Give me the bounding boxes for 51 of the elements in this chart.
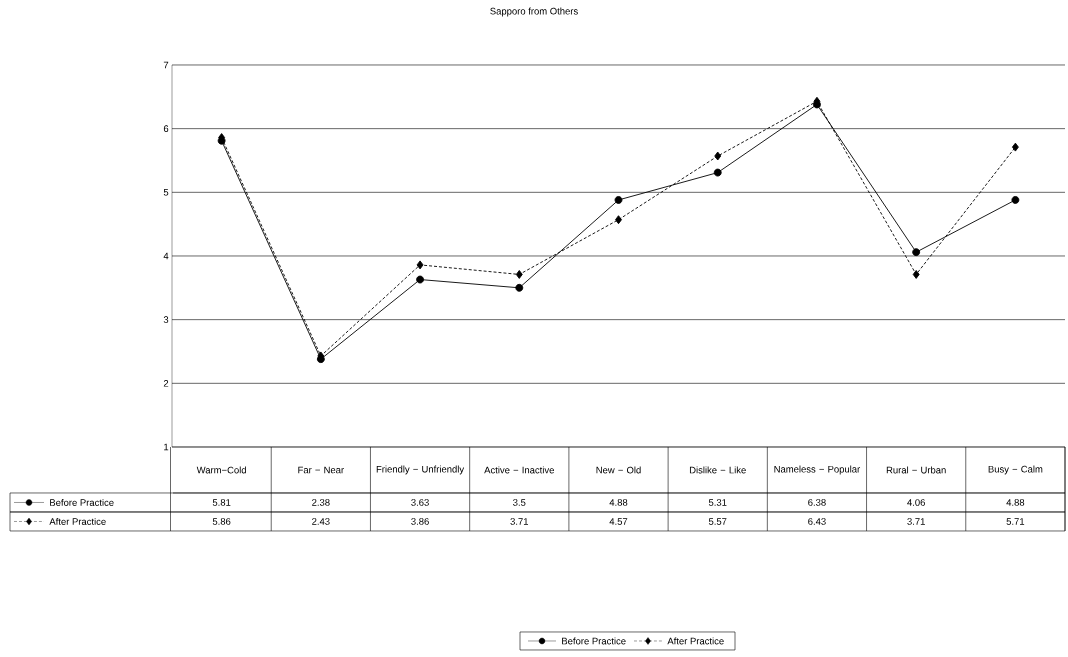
point [515, 283, 524, 292]
data-label: 3.86 [411, 518, 429, 525]
data-label: 5.31 [708, 499, 727, 506]
point [614, 196, 623, 204]
data-label: 5.81 [212, 499, 231, 506]
y-tick-label: 6 [163, 125, 169, 132]
y-tick-label: 1 [164, 443, 169, 451]
point [1011, 196, 1020, 204]
point [416, 275, 424, 284]
x-tick-label: Dislike − Like [689, 466, 746, 474]
x-tick-label: New − Old [596, 466, 641, 474]
data-label: 2.38 [312, 499, 330, 506]
data-label: 2.43 [312, 518, 330, 525]
data-label: 3.71 [510, 518, 529, 525]
point [515, 270, 523, 279]
y-tick-label: 5 [163, 189, 169, 196]
point [713, 168, 722, 177]
y-tick-label: 2 [163, 380, 169, 387]
data-label: 5.71 [1006, 518, 1025, 525]
point [912, 248, 921, 257]
x-tick-label: Far − Near [298, 466, 344, 474]
data-label: 4.06 [907, 499, 925, 506]
data-label: 3.63 [411, 499, 429, 506]
data-label: 4.57 [609, 518, 628, 525]
point [714, 151, 722, 161]
legend-label: Before Practice [50, 499, 114, 506]
chart-title: Sapporo from Others [490, 7, 578, 17]
text: Before Practice [562, 637, 626, 645]
text: After Practice [667, 637, 724, 645]
legend-label: After Practice [49, 518, 106, 525]
data-label: 4.88 [1006, 499, 1025, 506]
x-tick-label: Active − Inactive [484, 466, 554, 474]
point [615, 215, 622, 225]
point [912, 270, 920, 279]
data-label: 5.86 [212, 518, 231, 525]
data-label: 6.43 [808, 518, 826, 525]
data-label: 4.88 [609, 499, 628, 506]
x-tick-label: Nameless − Popular [774, 465, 861, 475]
data-label: 5.57 [708, 518, 727, 525]
x-tick-label: Friendly − Unfriendly [376, 465, 465, 475]
y-tick-label: 4 [163, 252, 169, 260]
point [416, 260, 424, 270]
x-tick-label: Rural − Urban [886, 466, 946, 474]
point [1011, 142, 1019, 152]
x-tick-label: Warm−Cold [196, 466, 246, 474]
data-label: 3.5 [513, 499, 526, 506]
y-tick-label: 7 [163, 61, 169, 69]
y-tick-label: 3 [163, 316, 169, 323]
data-label: 6.38 [808, 499, 826, 506]
x-tick-label: Busy − Calm [988, 465, 1043, 475]
data-label: 3.71 [907, 518, 925, 525]
